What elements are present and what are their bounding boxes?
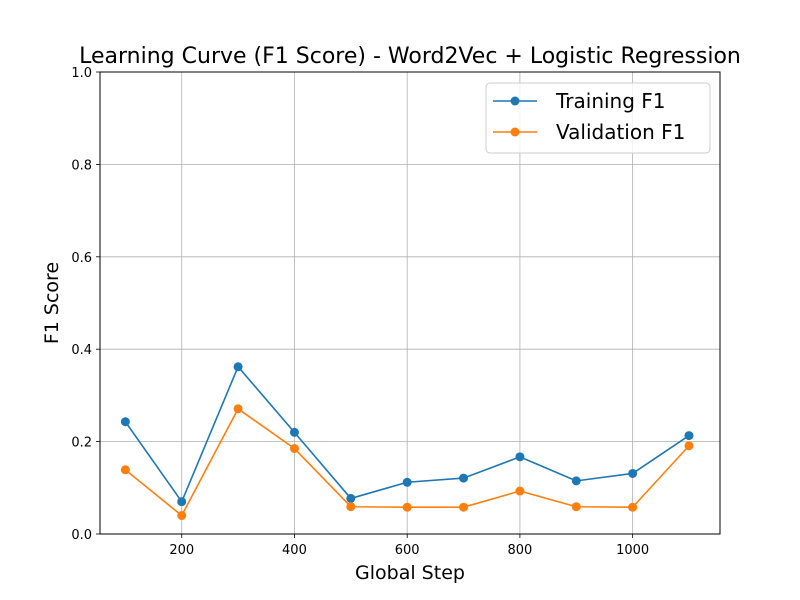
chart-title: Learning Curve (F1 Score) - Word2Vec + L… — [79, 44, 741, 69]
data-point-training-f1 — [515, 452, 525, 462]
data-point-validation-f1 — [346, 502, 356, 512]
y-tick-label: 0.2 — [71, 436, 92, 451]
legend-box — [485, 82, 711, 154]
data-point-training-f1 — [120, 417, 130, 427]
legend-marker-validation — [510, 127, 520, 137]
data-point-validation-f1 — [177, 511, 187, 521]
x-tick-label: 600 — [395, 543, 420, 558]
data-point-training-f1 — [346, 493, 356, 503]
y-tick-label: 1.0 — [71, 66, 92, 81]
x-tick-label: 400 — [282, 543, 307, 558]
data-point-training-f1 — [628, 468, 638, 478]
data-point-validation-f1 — [459, 502, 469, 512]
y-axis-label: F1 Score — [41, 262, 63, 344]
data-point-training-f1 — [402, 477, 412, 487]
legend: Training F1 Validation F1 — [485, 82, 711, 154]
data-point-training-f1 — [684, 431, 694, 441]
series-lines — [120, 362, 694, 521]
data-point-training-f1 — [233, 362, 243, 372]
legend-label-validation: Validation F1 — [556, 120, 685, 144]
legend-marker-training — [510, 96, 520, 106]
y-tick-label: 0.4 — [71, 343, 92, 358]
y-tick-label: 0.0 — [71, 528, 92, 543]
data-point-training-f1 — [571, 476, 581, 486]
data-point-training-f1 — [459, 473, 469, 483]
x-tick-label: 200 — [169, 543, 194, 558]
plot-frame — [99, 71, 721, 535]
data-point-validation-f1 — [289, 444, 299, 454]
data-point-validation-f1 — [571, 502, 581, 512]
data-point-validation-f1 — [684, 441, 694, 451]
data-point-training-f1 — [177, 497, 187, 507]
x-axis-label: Global Step — [355, 562, 465, 584]
y-tick-label: 0.8 — [71, 158, 92, 173]
y-tick-label: 0.6 — [71, 251, 92, 266]
data-point-validation-f1 — [628, 502, 638, 512]
x-tick-label: 1000 — [616, 543, 649, 558]
x-tick-label: 800 — [507, 543, 532, 558]
axis-ticks: 200 400 600 800 1000 0.0 0.2 0.4 0.6 0.8 1.0 — [71, 66, 649, 558]
data-point-validation-f1 — [120, 465, 130, 475]
data-point-training-f1 — [289, 427, 299, 437]
data-point-validation-f1 — [515, 486, 525, 496]
data-point-validation-f1 — [402, 502, 412, 512]
data-point-validation-f1 — [233, 404, 243, 414]
legend-label-training: Training F1 — [555, 89, 666, 113]
